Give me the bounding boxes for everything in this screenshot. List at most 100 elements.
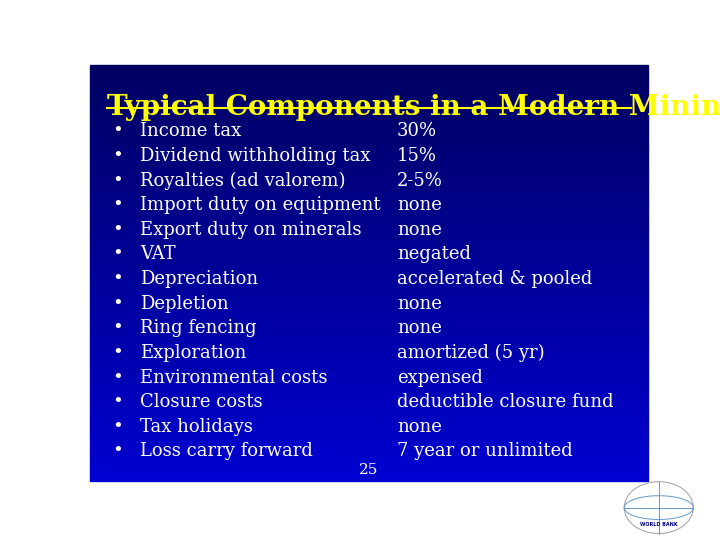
Bar xyxy=(90,246,648,248)
Bar xyxy=(90,92,648,94)
Bar xyxy=(90,474,648,476)
Text: •: • xyxy=(112,123,123,140)
Bar xyxy=(90,225,648,227)
Bar xyxy=(90,447,648,449)
Bar xyxy=(90,208,648,210)
Bar xyxy=(90,262,648,265)
Bar xyxy=(90,348,648,349)
Bar xyxy=(90,217,648,219)
Bar xyxy=(90,368,648,370)
Bar xyxy=(90,414,648,416)
Text: deductible closure fund: deductible closure fund xyxy=(397,393,613,411)
Bar xyxy=(90,114,648,117)
Bar xyxy=(90,308,648,310)
Bar xyxy=(90,408,648,410)
Text: Ring fencing: Ring fencing xyxy=(140,319,257,338)
Text: Import duty on equipment: Import duty on equipment xyxy=(140,196,381,214)
Text: •: • xyxy=(112,344,123,362)
Text: none: none xyxy=(397,319,442,338)
Bar xyxy=(90,111,648,113)
Bar xyxy=(90,254,648,256)
Bar xyxy=(90,85,648,87)
Bar xyxy=(90,462,648,464)
Bar xyxy=(90,310,648,312)
Bar xyxy=(90,148,648,150)
Bar xyxy=(90,381,648,383)
Bar xyxy=(90,265,648,266)
Bar xyxy=(90,397,648,400)
Bar xyxy=(90,227,648,229)
Bar xyxy=(90,121,648,123)
Text: WORLD BANK: WORLD BANK xyxy=(640,522,678,528)
Bar xyxy=(90,422,648,424)
Bar xyxy=(90,362,648,364)
Bar xyxy=(90,431,648,433)
Bar xyxy=(90,356,648,358)
Bar xyxy=(90,393,648,395)
Text: Depreciation: Depreciation xyxy=(140,270,258,288)
Bar xyxy=(90,275,648,277)
Bar xyxy=(90,260,648,262)
Bar xyxy=(90,391,648,393)
Bar xyxy=(90,190,648,192)
Bar xyxy=(90,287,648,289)
Bar xyxy=(90,402,648,404)
Text: 7 year or unlimited: 7 year or unlimited xyxy=(397,442,572,461)
Bar xyxy=(90,268,648,271)
Text: Exploration: Exploration xyxy=(140,344,246,362)
Text: amortized (5 yr): amortized (5 yr) xyxy=(397,344,544,362)
Bar xyxy=(90,212,648,214)
Bar xyxy=(90,138,648,140)
Bar xyxy=(90,146,648,148)
Text: Closure costs: Closure costs xyxy=(140,393,263,411)
Bar xyxy=(90,219,648,221)
Bar xyxy=(90,69,648,71)
Bar xyxy=(90,84,648,85)
Bar xyxy=(90,244,648,246)
Bar xyxy=(90,181,648,183)
Bar xyxy=(90,343,648,346)
Bar xyxy=(90,183,648,185)
Bar xyxy=(90,360,648,362)
Bar xyxy=(90,476,648,478)
Text: none: none xyxy=(397,221,442,239)
Bar xyxy=(90,364,648,366)
Text: •: • xyxy=(112,319,123,338)
Text: VAT: VAT xyxy=(140,246,176,264)
Bar xyxy=(90,238,648,239)
Bar xyxy=(90,131,648,133)
Bar xyxy=(90,279,648,281)
Bar xyxy=(90,198,648,200)
Bar xyxy=(90,321,648,322)
Text: none: none xyxy=(397,295,442,313)
Bar xyxy=(90,200,648,202)
Bar xyxy=(90,231,648,233)
Bar xyxy=(90,73,648,75)
Bar xyxy=(90,379,648,381)
Text: Tax holidays: Tax holidays xyxy=(140,418,253,436)
Text: Dividend withholding tax: Dividend withholding tax xyxy=(140,147,371,165)
Bar xyxy=(90,439,648,441)
Bar xyxy=(90,241,648,244)
Bar xyxy=(90,456,648,458)
Bar xyxy=(90,346,648,348)
Text: •: • xyxy=(112,221,123,239)
Bar xyxy=(90,252,648,254)
Bar xyxy=(90,79,648,82)
Text: Income tax: Income tax xyxy=(140,123,241,140)
Bar xyxy=(90,100,648,102)
Text: Royalties (ad valorem): Royalties (ad valorem) xyxy=(140,172,346,190)
Bar xyxy=(90,171,648,173)
Bar xyxy=(90,119,648,121)
Text: expensed: expensed xyxy=(397,369,483,387)
Text: 25: 25 xyxy=(359,463,379,477)
Bar xyxy=(90,194,648,196)
Bar xyxy=(90,370,648,373)
Bar xyxy=(90,418,648,420)
Bar xyxy=(90,256,648,258)
Bar xyxy=(90,352,648,354)
Text: •: • xyxy=(112,295,123,313)
Bar xyxy=(90,248,648,250)
Bar xyxy=(90,306,648,308)
Text: •: • xyxy=(112,418,123,436)
